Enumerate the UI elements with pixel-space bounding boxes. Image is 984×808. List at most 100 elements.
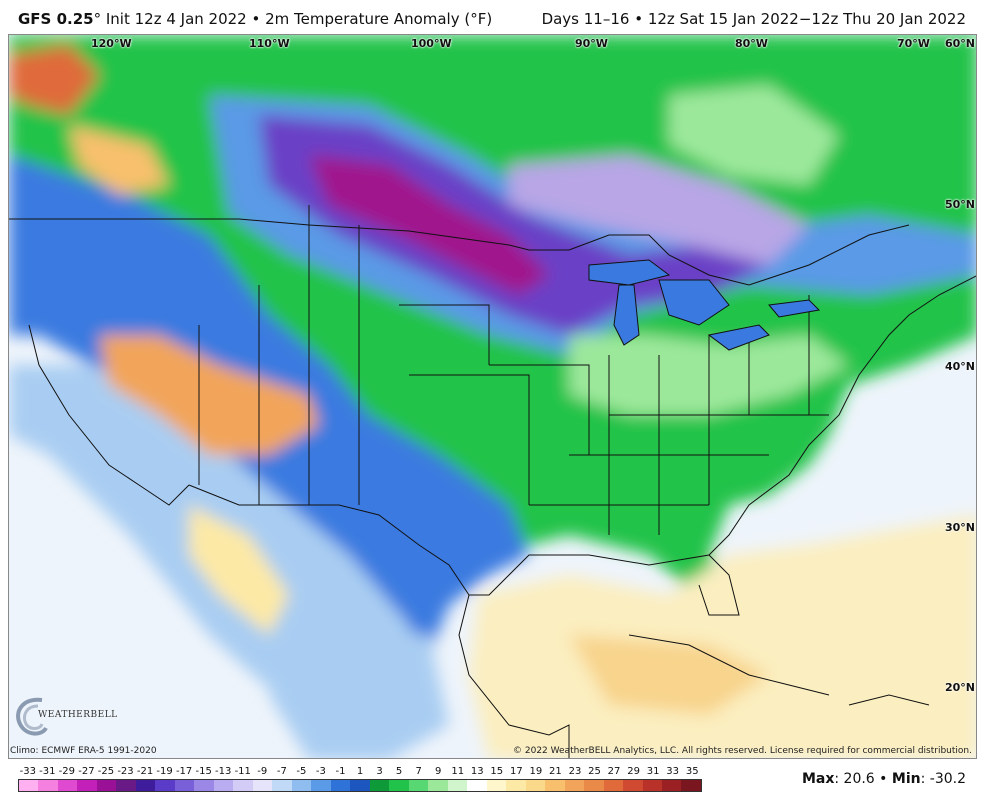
colorbar-cell <box>96 780 117 791</box>
colorbar-cell <box>174 780 195 791</box>
colorbar-tick-label: 21 <box>549 766 562 777</box>
lat-label-50n: 50°N <box>945 198 976 211</box>
political-boundaries <box>9 205 976 758</box>
colorbar-tick-label: 19 <box>529 766 543 777</box>
colorbar-tick-label: -23 <box>117 766 134 777</box>
colorbar-tick-label: -13 <box>215 766 232 777</box>
colorbar-tick-label: -27 <box>78 766 95 777</box>
cuba <box>628 634 830 696</box>
model-name: GFS 0.25 <box>18 10 94 28</box>
colorbar-cell <box>486 780 507 791</box>
colorbar-cell <box>564 780 585 791</box>
map-panel[interactable]: 120°W 110°W 100°W 90°W 80°W 70°W 60°N 50… <box>8 34 977 759</box>
colorbar-tick-label: -5 <box>296 766 307 777</box>
colorbar-cell <box>213 780 234 791</box>
colorbar-tick-label: -19 <box>156 766 173 777</box>
us-mexico-border <box>188 484 470 596</box>
colorbar-cell <box>291 780 312 791</box>
colorbar-cell <box>525 780 546 791</box>
colorbar-cell <box>506 780 526 791</box>
colorbar-tick-label: 13 <box>470 766 484 777</box>
map-title: GFS 0.25° Init 12z 4 Jan 2022 • 2m Tempe… <box>18 10 492 28</box>
title-text: Init 12z 4 Jan 2022 • 2m Temperature Ano… <box>101 10 493 28</box>
lon-label-110w: 110°W <box>249 37 290 50</box>
colorbar-cell <box>681 780 701 791</box>
colorbar-tick-label: 29 <box>627 766 640 777</box>
lon-label-120w: 120°W <box>91 37 132 50</box>
colorbar-cell <box>233 780 253 791</box>
lon-label-90w: 90°W <box>575 37 608 50</box>
colorbar-cell <box>447 780 468 791</box>
colorbar-tick-label: 15 <box>490 766 504 777</box>
min-label: Min <box>891 771 921 787</box>
colorbar-tick-label: 23 <box>568 766 582 777</box>
colorbar-cell <box>584 780 604 791</box>
colorbar-tick-label: -1 <box>335 766 346 777</box>
colorbar-tick-label: 7 <box>415 766 422 777</box>
header: GFS 0.25° Init 12z 4 Jan 2022 • 2m Tempe… <box>0 0 984 34</box>
hispaniola <box>848 694 930 706</box>
colorbar-legend: -33 -31 -29 -27 -25 -23 -21 -19 -17 -15 -13 -11 -9 -7… <box>18 766 702 794</box>
colorbar-cell <box>272 780 292 791</box>
colorbar-cell <box>389 780 409 791</box>
colorbar-cell <box>408 780 429 791</box>
lon-label-80w: 80°W <box>735 37 768 50</box>
us-canada-border <box>9 218 569 251</box>
max-label: Max <box>801 771 835 787</box>
colorbar-tick-label: 3 <box>376 766 383 777</box>
lat-label-20n: 20°N <box>945 681 976 694</box>
colorbar-cell <box>194 780 214 791</box>
colorbar-tick-label: 33 <box>666 766 680 777</box>
colorbar-tick-label: -9 <box>257 766 268 777</box>
lat-label-30n: 30°N <box>945 521 976 534</box>
colorbar-cell <box>642 780 662 791</box>
colorbar-tick-label: 31 <box>646 766 660 777</box>
copyright-note: © 2022 WeatherBELL Analytics, LLC. All r… <box>513 746 972 756</box>
colorbar-cell <box>311 780 331 791</box>
colorbar-cell <box>155 780 175 791</box>
colorbar-cell <box>252 780 273 791</box>
colorbar-tick-label: 11 <box>451 766 465 777</box>
colorbar-tick-label: -25 <box>97 766 115 777</box>
max-value: 20.6 <box>843 771 875 787</box>
colorbar-tick-label: -31 <box>39 766 56 777</box>
min-value: -30.2 <box>929 771 966 787</box>
gulf-east-coast <box>469 275 976 596</box>
colorbar-scale <box>18 779 702 792</box>
mexico-gulf-coast <box>458 594 570 758</box>
logo-swirl-icon <box>16 697 48 736</box>
colorbar-cell <box>350 780 370 791</box>
colorbar-cell <box>428 780 448 791</box>
west-coast <box>28 324 190 506</box>
colorbar-labels: -33 -31 -29 -27 -25 -23 -21 -19 -17 -15 -13 -11 -9 -7… <box>18 766 702 778</box>
colorbar-tick-label: -29 <box>58 766 76 777</box>
weatherbell-logo: WEATHERBELL <box>12 694 117 740</box>
logo-text: WEATHERBELL <box>38 710 118 720</box>
colorbar-tick-label: -33 <box>19 766 36 777</box>
colorbar-cell <box>330 780 351 791</box>
colorbar-cell <box>77 780 97 791</box>
anomaly-map <box>9 35 976 758</box>
colorbar-cell <box>57 780 78 791</box>
colorbar-tick-label: -17 <box>175 766 193 777</box>
lat-label-40n: 40°N <box>945 360 976 373</box>
colorbar-tick-label: 5 <box>395 766 403 777</box>
colorbar-cell <box>545 780 565 791</box>
colorbar-cell <box>603 780 624 791</box>
climo-note: Climo: ECMWF ERA-5 1991-2020 <box>10 746 157 756</box>
colorbar-tick-label: 25 <box>588 766 601 777</box>
lat-label-60n: 60°N <box>945 37 976 50</box>
colorbar-tick-label: -3 <box>315 766 326 777</box>
colorbar-tick-label: -21 <box>136 766 154 777</box>
colorbar-tick-label: 17 <box>509 766 523 777</box>
colorbar-cell <box>116 780 136 791</box>
colorbar-tick-label: -11 <box>234 766 251 777</box>
lon-label-70w: 70°W <box>897 37 930 50</box>
colorbar-tick-label: -15 <box>195 766 212 777</box>
great-lakes <box>588 259 821 351</box>
valid-period: Days 11–16 • 12z Sat 15 Jan 2022−12z Thu… <box>541 10 966 28</box>
colorbar-cell <box>623 780 643 791</box>
max-min-readout: Max: 20.6 • Min: -30.2 <box>801 771 966 787</box>
colorbar-tick-label: 27 <box>607 766 621 777</box>
colorbar-cell <box>135 780 156 791</box>
